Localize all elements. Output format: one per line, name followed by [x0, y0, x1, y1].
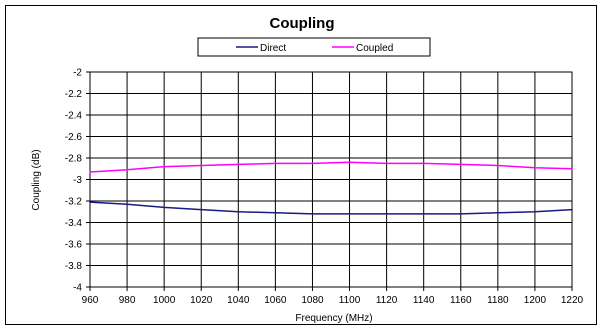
point-coupled-3	[200, 164, 203, 167]
point-coupled-2	[163, 165, 165, 168]
y-tick-label-9: -3.8	[65, 261, 83, 272]
legend: Direct Coupled	[197, 37, 431, 57]
point-direct-2	[163, 206, 165, 209]
y-tick-label-8: -3.6	[65, 240, 83, 251]
x-tick-label-7: 1100	[339, 295, 361, 306]
y-tick-label-1: -2.2	[65, 89, 83, 100]
x-tick-label-9: 1140	[413, 295, 435, 306]
series-line-coupled	[89, 161, 573, 173]
point-coupled-1	[126, 169, 128, 171]
chart-frame: Coupling Direct Coupled -2 -2.2 -2.4 -2.6 -2.…	[5, 5, 597, 325]
legend-label-direct: Direct	[260, 43, 286, 54]
x-axis-title: Frequency (MHz)	[295, 313, 372, 324]
point-coupled-6	[311, 162, 314, 165]
point-coupled-9	[422, 162, 425, 165]
coupling-chart: Coupling Direct Coupled -2 -2.2 -2.4 -2.6 -2.…	[31, 15, 584, 324]
x-axis-ticks: 960 980 1000 1020 1040 1060 1080 1100 1120 1140 11…	[82, 287, 584, 306]
point-direct-7	[348, 213, 351, 215]
point-coupled-10	[459, 163, 462, 166]
point-coupled-4	[237, 163, 240, 166]
x-tick-label-13: 1220	[561, 295, 584, 306]
point-direct-5	[274, 212, 277, 214]
point-direct-6	[311, 213, 314, 215]
point-direct-11	[497, 212, 499, 214]
chart-title: Coupling	[270, 15, 335, 32]
point-direct-1	[126, 203, 128, 206]
series-line-direct	[89, 201, 573, 215]
x-tick-label-10: 1160	[450, 295, 472, 306]
point-coupled-12	[534, 166, 536, 169]
y-tick-label-7: -3.4	[65, 218, 83, 229]
x-tick-label-5: 1060	[264, 295, 287, 306]
x-tick-label-4: 1040	[227, 295, 250, 306]
point-coupled-11	[497, 164, 499, 167]
point-coupled-7	[348, 161, 351, 164]
point-direct-3	[200, 208, 203, 211]
x-tick-label-8: 1120	[376, 295, 398, 306]
point-direct-8	[385, 213, 388, 215]
y-tick-label-2: -2.4	[65, 111, 83, 122]
y-tick-label-6: -3.2	[65, 197, 83, 208]
legend-label-coupled: Coupled	[356, 43, 393, 54]
series-layer	[89, 161, 573, 215]
point-coupled-13	[571, 167, 573, 170]
y-tick-label-5: -3	[73, 175, 82, 186]
point-coupled-8	[385, 162, 388, 165]
y-axis-ticks: -2 -2.2 -2.4 -2.6 -2.8 -3 -3.2 -3.4 -3.6 -3.8 -4	[65, 68, 90, 294]
y-tick-label-3: -2.6	[65, 132, 83, 143]
y-tick-label-0: -2	[73, 68, 82, 79]
point-direct-12	[534, 210, 536, 213]
y-tick-label-4: -2.8	[65, 154, 83, 165]
x-tick-label-3: 1020	[190, 295, 213, 306]
grid	[89, 71, 573, 288]
point-direct-4	[237, 210, 240, 213]
x-tick-label-1: 980	[119, 295, 136, 306]
x-tick-label-6: 1080	[301, 295, 324, 306]
point-direct-0	[89, 201, 91, 203]
x-tick-label-12: 1200	[524, 295, 547, 306]
legend-box	[197, 37, 431, 57]
point-coupled-0	[89, 171, 91, 173]
x-tick-label-0: 960	[82, 295, 99, 306]
point-coupled-5	[274, 162, 277, 165]
point-direct-13	[571, 208, 573, 211]
y-axis-title: Coupling (dB)	[31, 149, 42, 210]
point-direct-10	[459, 213, 462, 215]
x-tick-label-11: 1180	[487, 295, 509, 306]
x-tick-label-2: 1000	[153, 295, 176, 306]
y-tick-label-10: -4	[73, 283, 82, 294]
point-direct-9	[422, 213, 425, 215]
